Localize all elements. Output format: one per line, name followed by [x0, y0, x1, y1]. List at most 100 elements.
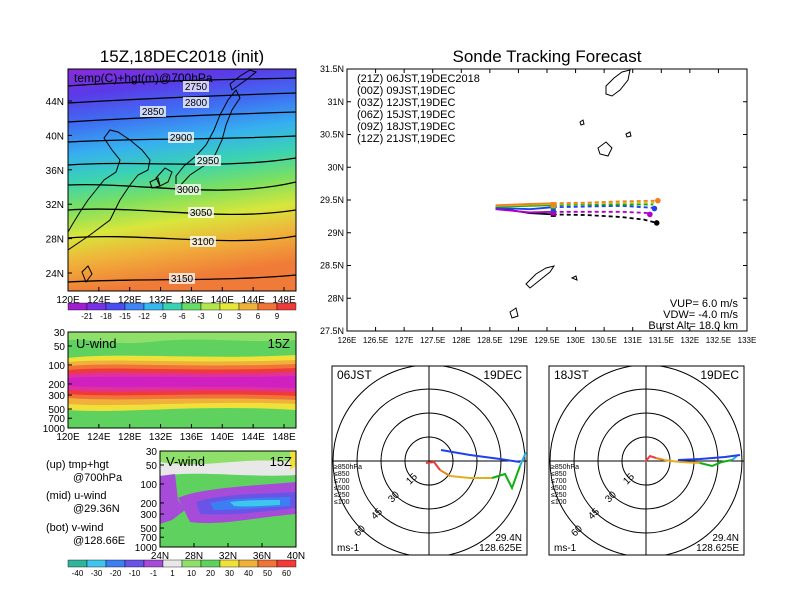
- v-y-tick-label: 200: [140, 499, 157, 510]
- track-legend-entry: (12Z) 21JST,19DEC: [357, 133, 455, 145]
- track-x-tick-label: 131E: [623, 336, 642, 345]
- track-legend-entry: (03Z) 12JST,19DEC: [357, 97, 455, 109]
- temp-colorbar-swatch: [181, 302, 202, 311]
- contour-label: 2750: [185, 82, 208, 93]
- v-x-tick-label: 32N: [219, 551, 237, 562]
- temp-colorbar-label: -9: [159, 312, 167, 321]
- vdw-text: VDW= -4.0 m/s: [663, 309, 738, 321]
- wind-colorbar-swatch: [143, 559, 164, 568]
- map-x-tick-label: 140E: [211, 295, 235, 306]
- track-legend-entry: (06Z) 15JST,19DEC: [357, 109, 455, 121]
- hodograph-2: [644, 454, 741, 468]
- contour-label: 3100: [192, 237, 215, 248]
- polar-2-jst: 18JST: [554, 368, 589, 382]
- v-x-tick-label: 40N: [287, 551, 305, 562]
- temp-colorbar-swatch: [67, 302, 88, 311]
- note-mid-head: (mid) u-wind: [46, 490, 107, 502]
- track-series-5-descent: [552, 199, 658, 205]
- track-y-tick-label: 28N: [327, 293, 344, 303]
- track-y-tick-label: 28.5N: [320, 261, 344, 271]
- v-wind-time: 15Z: [270, 454, 292, 469]
- temp-colorbar-swatch: [238, 302, 259, 311]
- map-x-tick-label: 132E: [149, 295, 173, 306]
- track-y-tick-label: 27.5N: [320, 326, 344, 336]
- track-y-tick-label: 31N: [327, 97, 344, 107]
- wind-colorbar-label: 60: [282, 569, 291, 578]
- track-frame: [346, 68, 748, 332]
- map-x-tick-label: 128E: [118, 295, 142, 306]
- wind-colorbar-swatch: [105, 559, 126, 568]
- track-series-1: [495, 208, 553, 214]
- track-coastlines: [509, 69, 632, 319]
- wind-colorbar-swatch: [276, 559, 297, 568]
- map-x-tick-label: 120E: [56, 295, 80, 306]
- u-wind-x-ticks: 120E 124E 128E 132E 136E 140E 144E 148E: [56, 424, 296, 443]
- track-lines: [495, 197, 661, 226]
- track-x-tick-label: 128E: [452, 336, 471, 345]
- track-series-2-descent: [552, 204, 655, 209]
- v-wind-x-ticks: 24N 28N 32N 36N 40N: [151, 543, 305, 562]
- u-y-tick-label: 1000: [43, 424, 66, 435]
- pressure-legend-entry: ≤250: [551, 492, 567, 499]
- v-wind-label: V-wind: [166, 454, 205, 469]
- wind-colorbar-swatch: [67, 559, 88, 568]
- u-y-tick-label: 200: [48, 380, 65, 391]
- temp-colorbar-label: -18: [100, 312, 112, 321]
- burst-alt-text: Burst Alt= 18.0 km: [648, 320, 738, 332]
- temp-colorbar-label: 9: [275, 312, 280, 321]
- temp-colorbar-swatch: [162, 302, 183, 311]
- track-series-1-descent: [552, 210, 650, 214]
- temp-colorbar-swatch: [124, 302, 145, 311]
- u-y-tick-label: 100: [48, 361, 65, 372]
- contour-label-bg: [195, 155, 221, 166]
- contour-label: 2950: [197, 156, 220, 167]
- temp-colorbar-label: -3: [197, 312, 205, 321]
- track-y-tick-label: 30.5N: [320, 130, 344, 140]
- v-x-tick-label: 24N: [151, 551, 169, 562]
- u-y-tick-label: 30: [54, 328, 66, 339]
- u-x-tick-label: 120E: [56, 432, 80, 443]
- temp-colorbar-swatch: [257, 302, 278, 311]
- track-series-3-descent: [552, 203, 654, 207]
- note-bot-sub: @128.66E: [73, 535, 125, 547]
- u-y-tick-label: 500: [48, 405, 65, 416]
- track-legend-entry: (00Z) 09JST,19DEC: [357, 85, 455, 97]
- temp-colorbar-label: 6: [256, 312, 261, 321]
- u-x-tick-label: 148E: [272, 432, 296, 443]
- wind-colorbar-label: 10: [187, 569, 196, 578]
- pressure-legend-entry: ≤100: [551, 499, 567, 506]
- map-x-tick-label: 144E: [241, 295, 265, 306]
- u-x-tick-label: 124E: [87, 432, 111, 443]
- contour-label: 2800: [185, 98, 208, 109]
- u-x-tick-label: 132E: [149, 432, 173, 443]
- v-y-tick-label: 100: [140, 480, 157, 491]
- u-x-tick-label: 144E: [241, 432, 265, 443]
- pressure-legend-entry: ≤700: [334, 478, 350, 485]
- polar-1-lon: 128.625E: [479, 543, 522, 554]
- burst-marker: [550, 206, 556, 212]
- track-x-tick-label: 130.5E: [591, 336, 616, 345]
- wind-colorbar-label: -40: [72, 569, 84, 578]
- wind-colorbar-swatch: [257, 559, 278, 568]
- temp-colorbar-label: -21: [81, 312, 93, 321]
- track-y-tick-label: 29N: [327, 228, 344, 238]
- contour-label-bg: [188, 207, 214, 218]
- map-y-tick-label: 32N: [46, 200, 64, 211]
- u-x-tick-label: 140E: [211, 432, 235, 443]
- pressure-legend-entry: ≤500: [551, 485, 567, 492]
- map-y-tick-label: 44N: [46, 97, 64, 108]
- temp-colorbar-swatch: [143, 302, 164, 311]
- right-title: Sonde Tracking Forecast: [453, 47, 642, 66]
- polar-1-unit: ms-1: [337, 543, 360, 554]
- map-y-tick-label: 28N: [46, 235, 64, 246]
- track-x-tick-label: 126.5E: [363, 336, 388, 345]
- v-y-tick-label: 30: [146, 447, 158, 458]
- map-y-tick-label: 40N: [46, 131, 64, 142]
- track-x-tick-label: 132E: [681, 336, 700, 345]
- track-x-tick-label: 129.5E: [534, 336, 559, 345]
- wind-colorbar-label: -10: [129, 569, 141, 578]
- map-frame: [67, 68, 297, 292]
- track-legend: (21Z) 06JST,19DEC2018(00Z) 09JST,19DEC(0…: [357, 73, 480, 145]
